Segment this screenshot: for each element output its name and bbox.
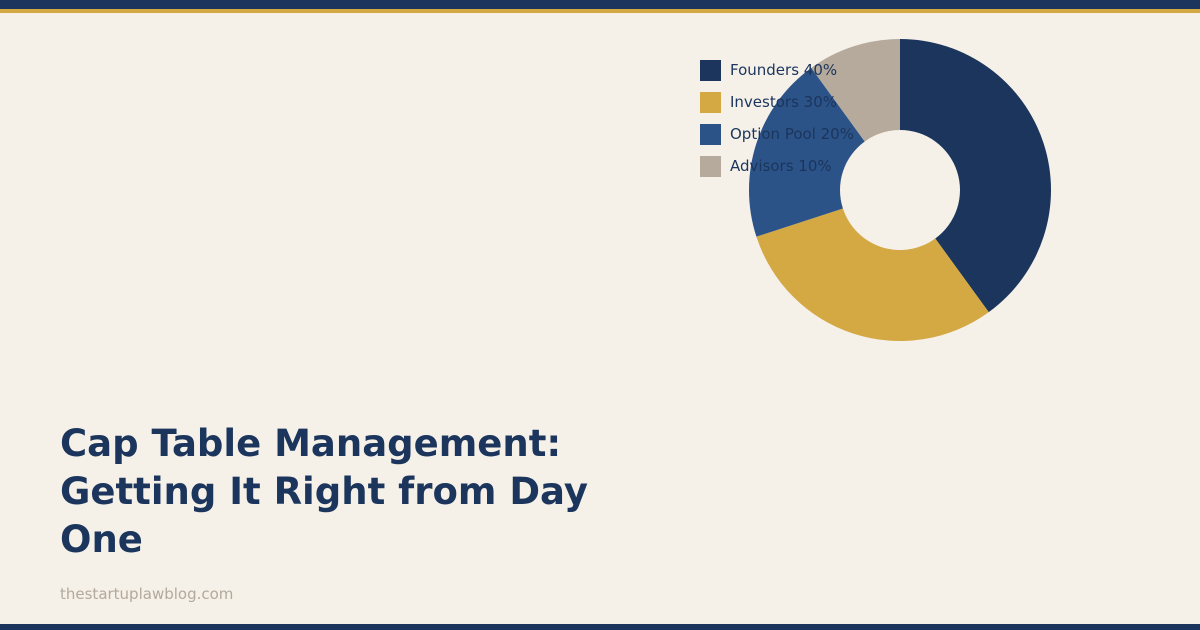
legend-swatch <box>700 156 721 177</box>
page-title: Cap Table Management: Getting It Right f… <box>60 422 588 561</box>
legend-label: Advisors 10% <box>730 157 832 175</box>
chart-legend: Founders 40% Investors 30% Option Pool 20%… <box>700 60 900 188</box>
legend-item-founders: Founders 40% <box>700 60 900 92</box>
legend-swatch <box>700 124 721 145</box>
top-gold-accent-bar <box>0 9 1200 13</box>
legend-item-option-pool: Option Pool 20% <box>700 124 900 156</box>
donut-slice-option-pool <box>748 67 865 237</box>
legend-item-investors: Investors 30% <box>700 92 900 124</box>
legend-label: Option Pool 20% <box>730 125 854 143</box>
donut-slice-advisors <box>811 39 900 142</box>
top-navy-bar <box>0 0 1200 9</box>
donut-slice-founders <box>900 39 1051 313</box>
donut-slice-investors <box>756 208 989 341</box>
legend-item-advisors: Advisors 10% <box>700 156 900 188</box>
site-url: thestartuplawblog.com <box>60 585 234 603</box>
legend-swatch <box>700 60 721 81</box>
bottom-navy-bar <box>0 624 1200 630</box>
legend-swatch <box>700 92 721 113</box>
legend-label: Investors 30% <box>730 93 837 111</box>
legend-label: Founders 40% <box>730 61 838 79</box>
